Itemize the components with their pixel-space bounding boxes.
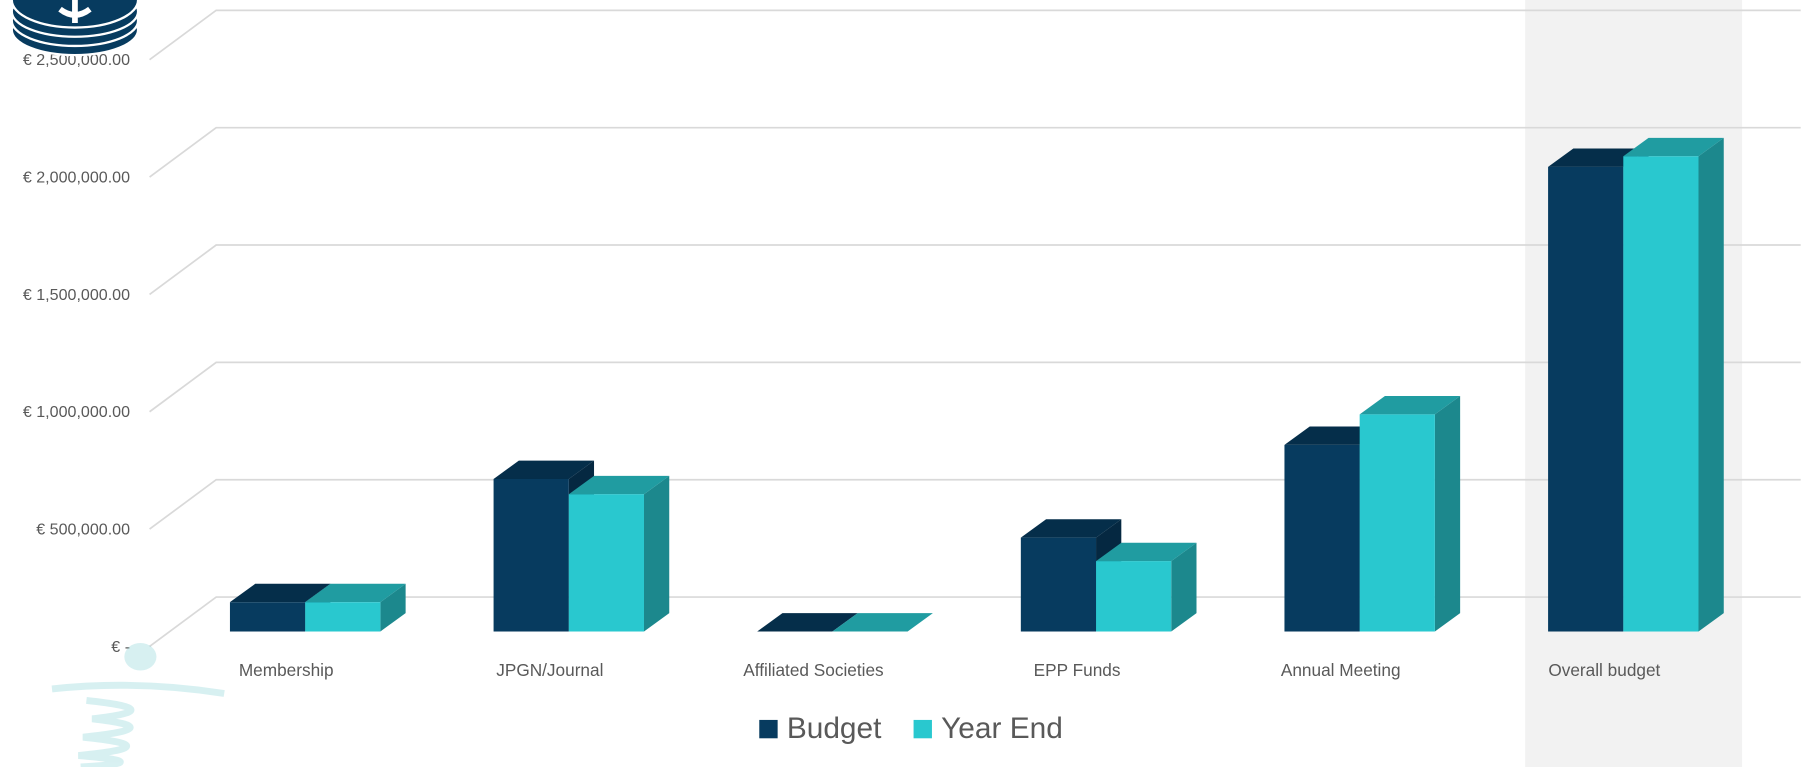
bar <box>1623 156 1699 632</box>
grid-line <box>149 596 1801 648</box>
bar <box>1096 561 1172 632</box>
x-tick-label: JPGN/Journal <box>496 660 603 680</box>
bar-top <box>1359 396 1461 415</box>
bar-side <box>380 583 406 632</box>
legend-swatch <box>759 719 778 739</box>
bar-top <box>832 613 933 632</box>
y-tick-label: € 2,000,000.00 <box>23 168 130 186</box>
legend-label: Year End <box>941 712 1063 745</box>
labels: € - € 500,000.00 € 1,000,000.00 € 1,500,000… <box>23 51 1661 680</box>
bar <box>568 494 644 632</box>
y-tick-label: € 1,500,000.00 <box>23 286 130 304</box>
legend-label: Budget <box>787 712 882 745</box>
bar-top <box>1096 542 1197 562</box>
bar <box>1548 166 1624 632</box>
legend: Budget Year End <box>759 712 1063 745</box>
y-tick-label: € - <box>111 638 130 656</box>
bar <box>1020 537 1097 632</box>
grid-line <box>149 126 1801 178</box>
bar <box>493 478 569 632</box>
bar-top <box>305 583 406 603</box>
bar-side <box>1698 137 1724 632</box>
decoration <box>51 642 225 767</box>
bar <box>1284 444 1360 632</box>
grid-line <box>149 478 1801 530</box>
bar <box>229 602 306 632</box>
bars <box>229 137 1724 632</box>
y-tick-label: € 1,000,000.00 <box>23 403 130 421</box>
x-tick-label: Membership <box>239 660 334 680</box>
bar-top <box>229 583 331 603</box>
grid-line <box>149 244 1801 296</box>
bar-top <box>1020 519 1122 538</box>
legend-swatch <box>913 719 932 739</box>
x-tick-label: Annual Meeting <box>1281 660 1401 680</box>
bar-side <box>643 475 670 632</box>
x-tick-label: EPP Funds <box>1034 660 1121 680</box>
x-tick-label: Affiliated Societies <box>743 660 883 680</box>
bar <box>1359 414 1435 632</box>
bar-top <box>568 475 670 495</box>
x-tick-label: Overall budget <box>1548 660 1660 680</box>
grid-line <box>149 361 1801 413</box>
grid-line <box>149 9 1801 61</box>
bar-top <box>493 460 595 479</box>
bar-top <box>1623 137 1724 157</box>
y-tick-label: € 2,500,000.00 <box>23 51 130 69</box>
logo <box>10 0 140 57</box>
bar-side <box>1171 542 1197 632</box>
bar-side <box>1434 396 1461 632</box>
bar-top <box>757 613 858 632</box>
y-tick-label: € 500,000.00 <box>36 520 130 538</box>
grid <box>149 9 1801 648</box>
bar <box>305 602 381 632</box>
